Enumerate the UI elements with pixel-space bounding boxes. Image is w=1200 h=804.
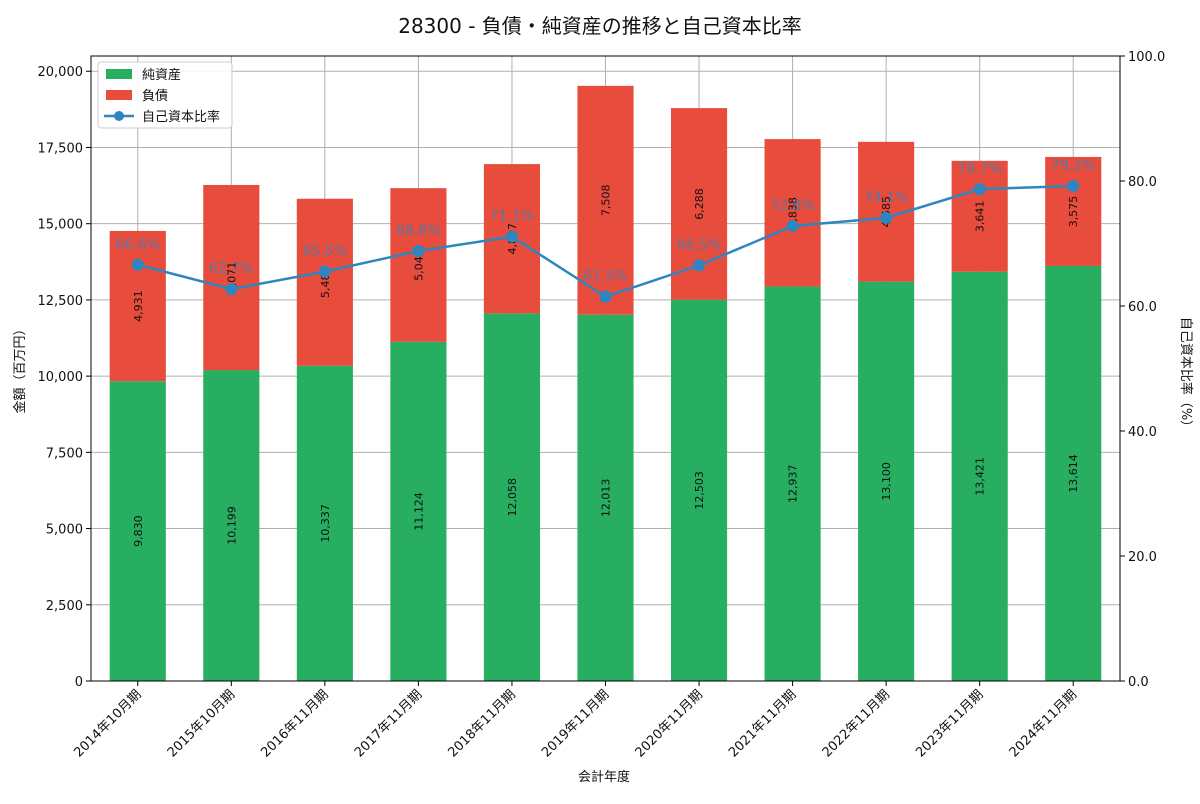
y-axis-left: 0 2,500 5,000 7,500 10,000 12,500 15,000 17,500… bbox=[38, 65, 91, 690]
bar-liability bbox=[1045, 156, 1102, 266]
legend-label-ratio: 自己資本比率 bbox=[142, 109, 220, 125]
ratio-point-label: 78.7% bbox=[957, 161, 1001, 177]
bar-equity-label: 13,421 bbox=[974, 457, 987, 496]
y-left-tick-label: 7,500 bbox=[46, 446, 83, 461]
ratio-point-label: 61.5% bbox=[583, 269, 627, 285]
bar-liability bbox=[296, 198, 353, 366]
ratio-point bbox=[693, 259, 706, 272]
legend-label-liability: 負債 bbox=[142, 89, 168, 104]
legend-swatch-ratio-marker bbox=[114, 111, 124, 121]
bar-liability-label: 4,931 bbox=[132, 290, 145, 322]
y-left-tick-label: 15,000 bbox=[38, 218, 84, 233]
bar-equity bbox=[483, 313, 541, 681]
bar-liability-label: 3,641 bbox=[974, 201, 987, 233]
ratio-point-label: 72.8% bbox=[770, 198, 814, 214]
bar-equity-label: 10,199 bbox=[225, 506, 238, 545]
y-right-tick-label: 60.0 bbox=[1128, 300, 1157, 315]
y-right-tick-label: 20.0 bbox=[1128, 550, 1157, 565]
bar-equity-label: 12,503 bbox=[693, 471, 706, 510]
bar-equity bbox=[951, 271, 1008, 681]
y-left-tick-label: 17,500 bbox=[38, 141, 84, 156]
bar-equity-label: 12,013 bbox=[600, 479, 613, 518]
bar-equity bbox=[1045, 265, 1102, 681]
y-left-tick-label: 12,500 bbox=[38, 294, 84, 309]
bar-equity bbox=[390, 341, 447, 681]
legend-swatch-liability bbox=[106, 90, 132, 100]
bar-equity-label: 12,058 bbox=[506, 478, 519, 517]
y-axis-right-title: 自己資本比率（%） bbox=[1178, 317, 1194, 433]
ratio-point bbox=[880, 211, 893, 224]
ratio-point-label: 62.7% bbox=[209, 261, 253, 277]
ratio-point-label: 66.5% bbox=[677, 237, 721, 253]
bar-liability bbox=[951, 160, 1008, 272]
bar-equity bbox=[109, 381, 166, 681]
x-axis-title: 会計年度 bbox=[578, 769, 630, 785]
bar-equity-label: 13,614 bbox=[1067, 454, 1080, 493]
bar-equity bbox=[858, 281, 915, 681]
ratio-point-label: 79.2% bbox=[1051, 158, 1095, 174]
bar-liability-label: 6,288 bbox=[693, 188, 706, 220]
y-left-tick-label: 10,000 bbox=[38, 370, 84, 385]
ratio-point-label: 68.8% bbox=[396, 223, 440, 239]
ratio-point bbox=[1067, 180, 1080, 192]
bar-equity bbox=[577, 314, 634, 681]
ratio-point bbox=[505, 230, 518, 243]
ratio-point-label: 71.1% bbox=[490, 209, 534, 225]
ratio-point bbox=[412, 245, 425, 257]
bar-liability bbox=[390, 188, 447, 342]
bar-labels-layer: 9,8304,93110,1996,07110,3375,48111,1245,… bbox=[132, 185, 1080, 547]
bar-liability-label: 3,575 bbox=[1067, 196, 1080, 228]
chart-title: 28300 - 負債・純資産の推移と自己資本比率 bbox=[398, 14, 802, 38]
bar-liability bbox=[203, 184, 260, 371]
ratio-point-label: 66.6% bbox=[116, 237, 160, 253]
ratio-point bbox=[318, 265, 331, 278]
bar-equity-label: 13,100 bbox=[880, 462, 893, 501]
ratio-point bbox=[973, 183, 986, 196]
bar-equity-label: 9,830 bbox=[132, 515, 145, 547]
bar-liability bbox=[764, 139, 821, 287]
bar-liability-label: 5,041 bbox=[412, 249, 425, 281]
bar-equity bbox=[670, 299, 728, 681]
y-left-tick-label: 5,000 bbox=[46, 523, 83, 538]
ratio-point bbox=[786, 220, 799, 232]
bar-liability bbox=[109, 230, 166, 382]
legend-swatch-equity bbox=[106, 69, 132, 79]
bar-liability bbox=[577, 85, 634, 315]
bar-equity-label: 10,337 bbox=[319, 504, 332, 543]
ratio-point-label: 65.5% bbox=[303, 244, 347, 260]
y-left-tick-label: 2,500 bbox=[46, 599, 83, 614]
ratio-point bbox=[225, 283, 238, 296]
ratio-point-label: 74.1% bbox=[864, 190, 908, 206]
y-right-tick-label: 100.0 bbox=[1128, 50, 1165, 65]
bar-liability-label: 7,508 bbox=[600, 185, 613, 217]
ratio-point bbox=[599, 290, 612, 303]
bar-equity bbox=[296, 365, 353, 681]
legend-label-equity: 純資産 bbox=[142, 67, 181, 83]
y-right-tick-label: 0.0 bbox=[1128, 675, 1149, 690]
bar-equity-label: 11,124 bbox=[412, 492, 425, 531]
bar-equity bbox=[764, 286, 821, 681]
ratio-point bbox=[131, 258, 144, 271]
y-axis-right: 0.0 20.0 40.0 60.0 80.0 100.0 bbox=[1120, 50, 1165, 690]
bar-equity bbox=[203, 370, 260, 681]
y-left-tick-label: 20,000 bbox=[38, 65, 84, 80]
y-axis-left-title: 金額（百万円） bbox=[12, 322, 28, 413]
y-right-tick-label: 40.0 bbox=[1128, 425, 1157, 440]
y-left-tick-label: 0 bbox=[75, 675, 83, 690]
bars-layer bbox=[109, 85, 1102, 681]
line-layer: 66.6% 62.7% 65.5% 68.8% 71.1% 61.5% 66.5% 72.8%… bbox=[116, 158, 1095, 303]
bar-equity-label: 12,937 bbox=[787, 465, 800, 504]
y-right-tick-label: 80.0 bbox=[1128, 175, 1157, 190]
